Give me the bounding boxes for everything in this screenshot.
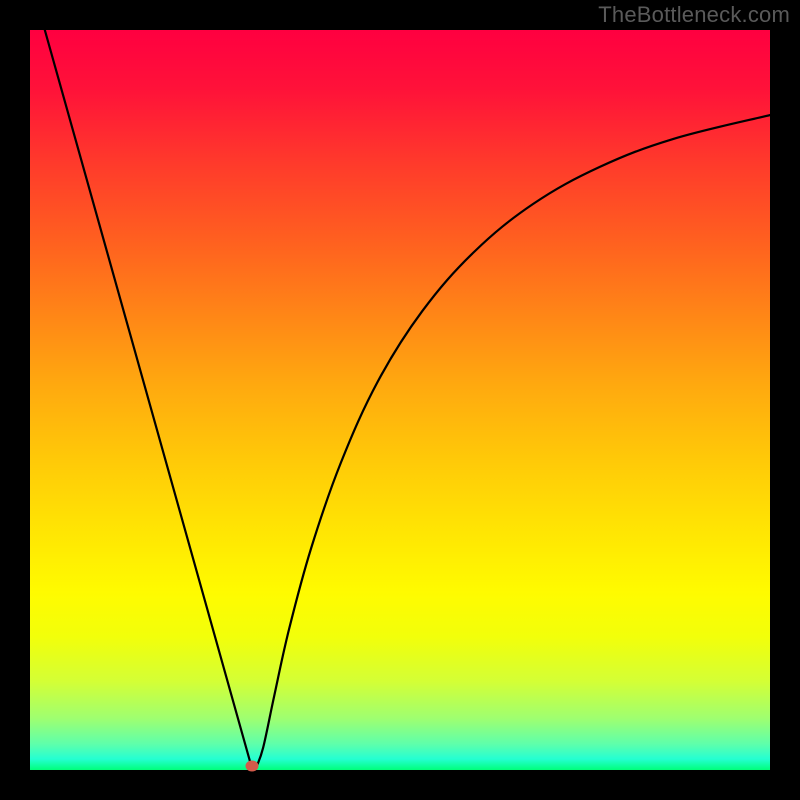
- watermark-text: TheBottleneck.com: [598, 2, 790, 28]
- optimum-marker: [246, 761, 259, 772]
- bottleneck-curve: [30, 30, 770, 770]
- plot-area: [30, 30, 770, 770]
